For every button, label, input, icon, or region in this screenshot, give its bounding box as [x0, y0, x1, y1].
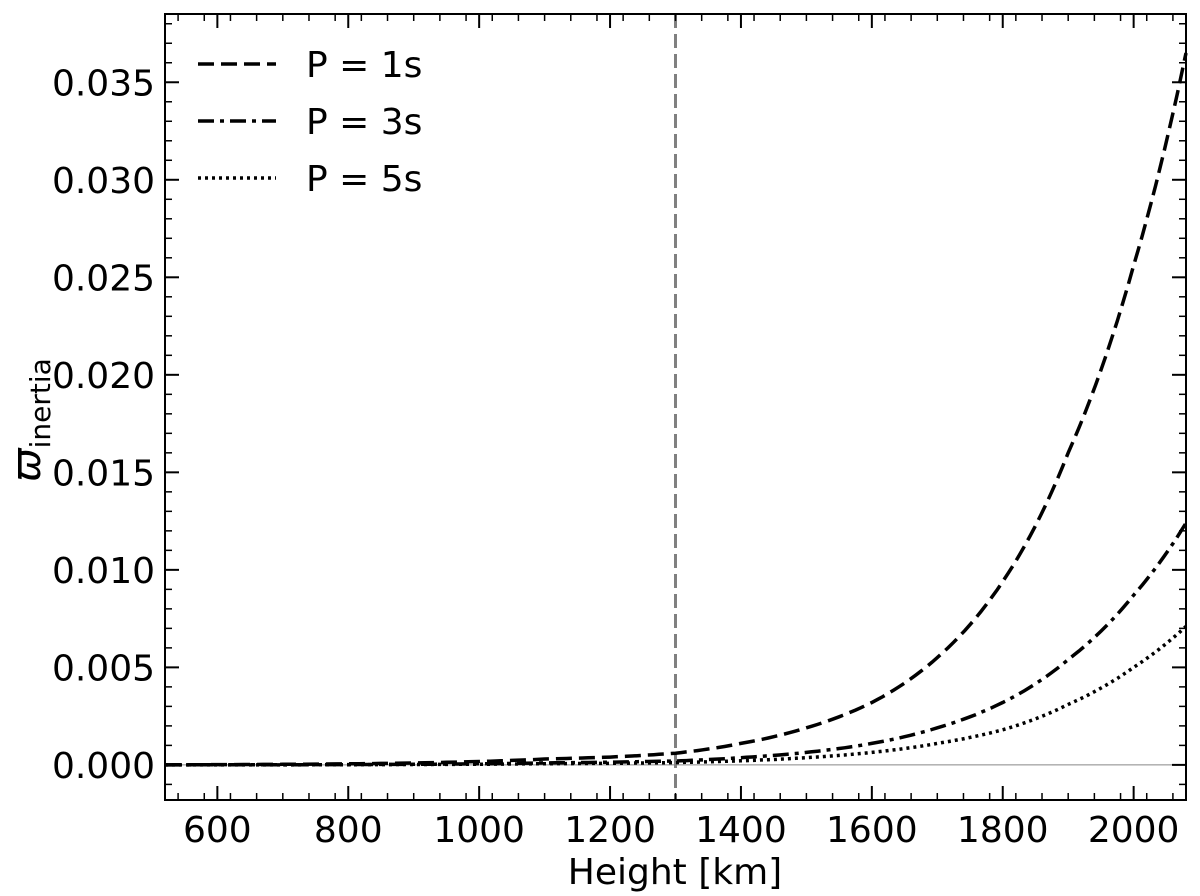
x-tick-label: 600: [183, 810, 252, 851]
x-tick-label: 1600: [826, 810, 918, 851]
x-tick-label: 1800: [957, 810, 1049, 851]
series-line-1: [164, 52, 1188, 767]
x-tick-label: 1400: [695, 810, 787, 851]
y-axis-label: ϖinertia: [4, 358, 57, 482]
x-tick-label: 1200: [564, 810, 656, 851]
y-tick-label: 0.010: [52, 551, 155, 592]
legend-label-3: P = 5s: [306, 159, 422, 200]
y-tick-label: 0.030: [52, 161, 155, 202]
legend-label-1: P = 1s: [306, 45, 422, 86]
x-tick-label: 2000: [1088, 810, 1180, 851]
y-tick-label: 0.015: [52, 453, 155, 494]
series-layer: [164, 52, 1188, 767]
y-axis-label-main: ϖ: [4, 447, 50, 482]
y-tick-label: 0.005: [52, 648, 155, 689]
series-line-3: [165, 625, 1188, 767]
series-line-2: [165, 522, 1188, 767]
ticks-layer: [165, 14, 1186, 800]
legend-label-2: P = 3s: [306, 102, 422, 143]
y-tick-label: 0.035: [52, 63, 155, 104]
y-tick-label: 0.025: [52, 258, 155, 299]
y-tick-label: 0.020: [52, 356, 155, 397]
y-axis-label-sub: inertia: [24, 358, 57, 448]
x-axis-label: Height [km]: [568, 852, 782, 893]
x-tick-label: 1000: [433, 810, 525, 851]
tick-labels-layer: 600 800 1000 1200 1400 1600 1800 2000 0.000 0.005…: [52, 63, 1180, 851]
x-tick-label: 800: [314, 810, 383, 851]
y-tick-label: 0.000: [52, 746, 155, 787]
legend: P = 1s P = 3s P = 5s: [198, 45, 422, 200]
